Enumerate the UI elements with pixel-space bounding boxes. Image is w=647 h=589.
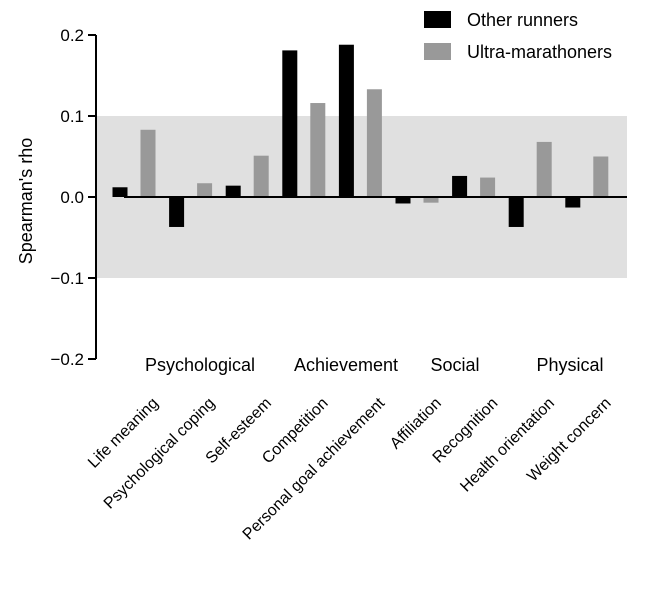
y-tick-label: −0.1: [50, 269, 84, 288]
bar-other-runners-affiliation: [395, 197, 411, 204]
bar-ultra-marathoners-affiliation: [423, 197, 439, 203]
category-label-health-orientation: Health orientation: [457, 395, 558, 496]
y-tick-label: 0.0: [60, 188, 84, 207]
bar-ultra-marathoners-self-esteem: [253, 155, 269, 197]
group-label-social: Social: [430, 355, 479, 375]
category-label-affiliation: Affiliation: [387, 395, 445, 453]
bar-ultra-marathoners-psychological-coping: [197, 183, 213, 197]
bar-ultra-marathoners-personal-goal-achievement: [366, 89, 382, 197]
group-labels: Psychological Achievement Social Physical: [145, 355, 604, 375]
bar-other-runners-recognition: [452, 175, 468, 197]
legend-label-ultra-marathoners: Ultra-marathoners: [467, 42, 612, 62]
legend-label-other-runners: Other runners: [467, 10, 578, 30]
bar-other-runners-psychological-coping: [169, 197, 185, 227]
legend-swatch-ultra-marathoners: [424, 43, 451, 60]
group-label-achievement: Achievement: [294, 355, 398, 375]
y-tick-label: −0.2: [50, 350, 84, 369]
bar-ultra-marathoners-health-orientation: [536, 141, 552, 197]
y-tick-label: 0.1: [60, 107, 84, 126]
bar-ultra-marathoners-recognition: [480, 177, 496, 197]
bars: [112, 44, 609, 227]
group-label-psychological: Psychological: [145, 355, 255, 375]
bar-ultra-marathoners-competition: [310, 103, 326, 197]
legend: Other runners Ultra-marathoners: [424, 10, 612, 62]
legend-swatch-other-runners: [424, 11, 451, 28]
bar-other-runners-life-meaning: [112, 187, 128, 197]
bar-other-runners-health-orientation: [508, 197, 524, 227]
bar-ultra-marathoners-weight-concern: [593, 156, 609, 197]
bar-other-runners-weight-concern: [565, 197, 581, 208]
y-tick-label: 0.2: [60, 26, 84, 45]
bar-other-runners-competition: [282, 50, 298, 197]
bar-ultra-marathoners-life-meaning: [140, 129, 156, 197]
bar-other-runners-personal-goal-achievement: [338, 44, 354, 197]
bar-other-runners-self-esteem: [225, 185, 241, 197]
y-axis: 0.2 0.1 0.0 −0.1 −0.2: [50, 26, 97, 369]
group-label-physical: Physical: [536, 355, 603, 375]
y-axis-label: Spearman's rho: [16, 138, 36, 265]
category-label-psychological-coping: Psychological coping: [101, 395, 219, 513]
